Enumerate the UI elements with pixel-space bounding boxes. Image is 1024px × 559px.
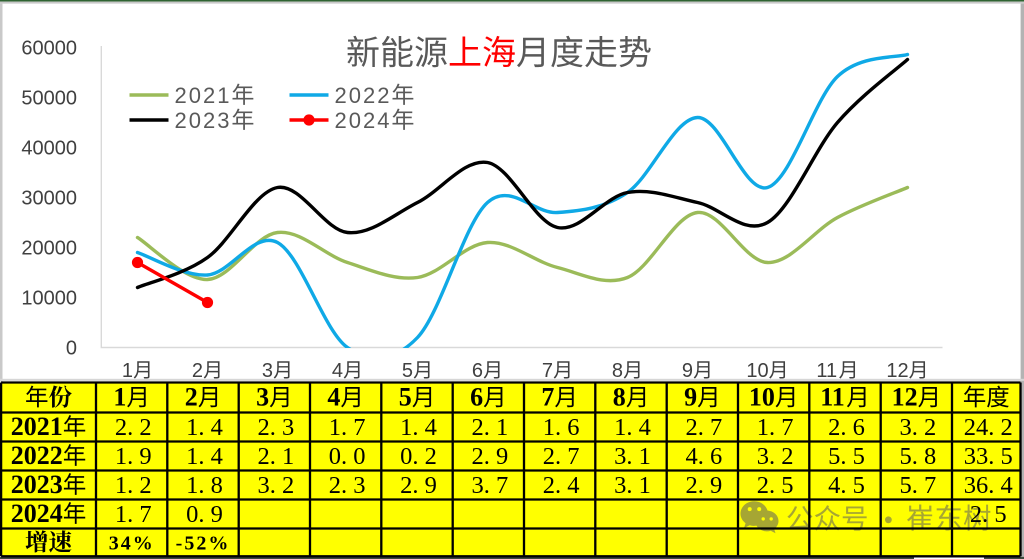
svg-text:2. 5: 2. 5 xyxy=(970,501,1007,528)
svg-text:6: 6 xyxy=(470,383,483,412)
svg-text:10: 10 xyxy=(746,360,768,382)
svg-text:4: 4 xyxy=(327,383,340,412)
svg-text:2. 2: 2. 2 xyxy=(115,414,152,441)
svg-text:0. 0: 0. 0 xyxy=(329,443,366,470)
svg-text:5. 7: 5. 7 xyxy=(900,472,937,499)
svg-text:40000: 40000 xyxy=(21,138,77,160)
svg-text:4. 6: 4. 6 xyxy=(686,443,723,470)
svg-text:50000: 50000 xyxy=(21,88,77,110)
svg-text:-52%: -52% xyxy=(176,532,231,554)
svg-text:30000: 30000 xyxy=(21,188,77,210)
svg-text:8: 8 xyxy=(612,360,623,382)
svg-text:2. 5: 2. 5 xyxy=(757,472,794,499)
svg-text:3. 1: 3. 1 xyxy=(614,472,651,499)
svg-text:11: 11 xyxy=(816,360,837,382)
svg-text:1. 7: 1. 7 xyxy=(757,414,794,441)
svg-text:1. 2: 1. 2 xyxy=(115,472,152,499)
svg-text:2. 6: 2. 6 xyxy=(828,414,865,441)
svg-text:60000: 60000 xyxy=(21,38,77,60)
svg-text:9: 9 xyxy=(682,360,693,382)
svg-text:10000: 10000 xyxy=(21,288,77,310)
svg-text:2. 1: 2. 1 xyxy=(258,443,295,470)
svg-text:3. 7: 3. 7 xyxy=(472,472,509,499)
svg-text:34%: 34% xyxy=(109,532,155,554)
svg-text:5. 5: 5. 5 xyxy=(828,443,865,470)
svg-text:2. 9: 2. 9 xyxy=(686,472,723,499)
svg-text:12: 12 xyxy=(886,360,908,382)
svg-text:2. 7: 2. 7 xyxy=(686,414,723,441)
svg-text:11: 11 xyxy=(820,383,845,412)
svg-text:1. 9: 1. 9 xyxy=(115,443,152,470)
svg-text:2022: 2022 xyxy=(335,83,392,108)
svg-text:1. 7: 1. 7 xyxy=(115,501,152,528)
svg-text:3. 2: 3. 2 xyxy=(900,414,937,441)
svg-text:2021: 2021 xyxy=(11,412,63,441)
svg-text:1: 1 xyxy=(122,360,133,382)
svg-text:0. 9: 0. 9 xyxy=(186,501,223,528)
svg-text:2021: 2021 xyxy=(175,83,232,108)
svg-text:2: 2 xyxy=(185,383,198,412)
svg-text:1. 4: 1. 4 xyxy=(186,443,223,470)
svg-text:5. 8: 5. 8 xyxy=(900,443,937,470)
svg-text:0: 0 xyxy=(66,338,77,360)
svg-text:7: 7 xyxy=(541,383,554,412)
svg-text:5: 5 xyxy=(402,360,413,382)
svg-text:6: 6 xyxy=(472,360,483,382)
svg-text:24. 2: 24. 2 xyxy=(964,414,1013,441)
svg-text:8: 8 xyxy=(613,383,626,412)
svg-text:2. 4: 2. 4 xyxy=(543,472,580,499)
svg-text:1. 4: 1. 4 xyxy=(614,414,651,441)
svg-text:1. 6: 1. 6 xyxy=(543,414,580,441)
svg-text:2024: 2024 xyxy=(335,108,392,133)
svg-text:1. 4: 1. 4 xyxy=(400,414,437,441)
svg-text:2: 2 xyxy=(192,360,203,382)
svg-text:2023: 2023 xyxy=(11,470,63,499)
svg-text:3: 3 xyxy=(262,360,273,382)
svg-text:0. 2: 0. 2 xyxy=(400,443,437,470)
svg-text:33. 5: 33. 5 xyxy=(964,443,1013,470)
svg-text:36. 4: 36. 4 xyxy=(964,472,1013,499)
svg-text:1: 1 xyxy=(113,383,126,412)
svg-text:2. 3: 2. 3 xyxy=(258,414,295,441)
svg-text:1. 8: 1. 8 xyxy=(186,472,223,499)
svg-text:7: 7 xyxy=(542,360,553,382)
svg-text:1. 7: 1. 7 xyxy=(329,414,366,441)
svg-text:3. 1: 3. 1 xyxy=(614,443,651,470)
svg-text:12: 12 xyxy=(892,383,918,412)
svg-text:9: 9 xyxy=(684,383,697,412)
svg-text:2. 9: 2. 9 xyxy=(400,472,437,499)
svg-text:2. 9: 2. 9 xyxy=(472,443,509,470)
svg-text:4. 5: 4. 5 xyxy=(828,472,865,499)
svg-text:20000: 20000 xyxy=(21,238,77,260)
svg-text:5: 5 xyxy=(399,383,412,412)
svg-text:1. 4: 1. 4 xyxy=(186,414,223,441)
svg-text:2. 3: 2. 3 xyxy=(329,472,366,499)
svg-text:3: 3 xyxy=(256,383,269,412)
svg-text:3. 2: 3. 2 xyxy=(757,443,794,470)
svg-text:2022: 2022 xyxy=(11,441,63,470)
svg-text:4: 4 xyxy=(332,360,343,382)
svg-text:10: 10 xyxy=(749,383,775,412)
svg-text:3. 2: 3. 2 xyxy=(258,472,295,499)
svg-text:2023: 2023 xyxy=(175,108,232,133)
svg-text:2. 1: 2. 1 xyxy=(472,414,509,441)
svg-text:2024: 2024 xyxy=(11,499,63,528)
svg-text:2. 7: 2. 7 xyxy=(543,443,580,470)
